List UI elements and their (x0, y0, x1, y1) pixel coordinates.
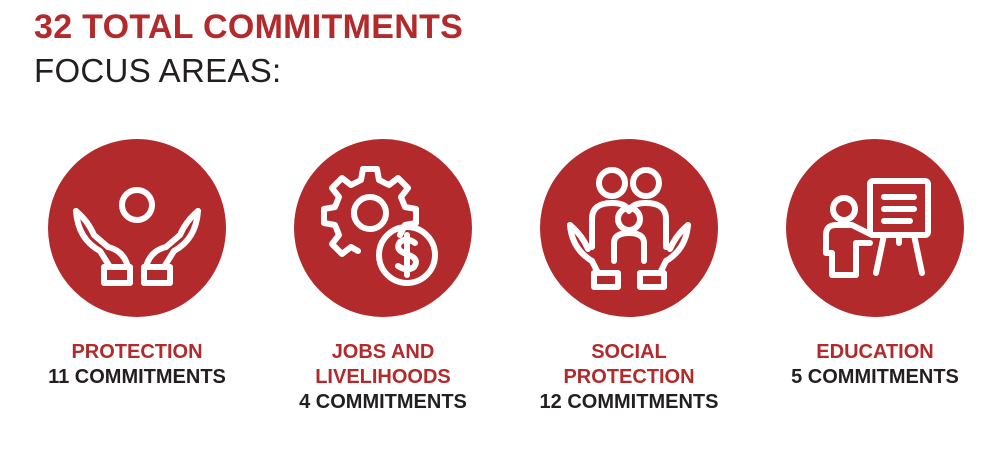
page-subtitle: FOCUS AREAS: (34, 52, 282, 89)
focus-area-education: EDUCATION 5 COMMITMENTS (755, 139, 994, 390)
jobs-badge (294, 139, 472, 317)
page-title: 32 TOTAL COMMITMENTS (34, 8, 464, 46)
commitment-count: 5 COMMITMENTS (791, 366, 959, 388)
focus-area-label: JOBS AND LIVELIHOODS (315, 341, 451, 388)
focus-area-label: SOCIAL PROTECTION (563, 341, 695, 388)
social-protection-badge (540, 139, 718, 317)
focus-area-protection: PROTECTION 11 COMMITMENTS (17, 139, 257, 390)
gear-dollar-icon (321, 166, 438, 286)
focus-area-label: EDUCATION (816, 341, 934, 363)
protection-badge (48, 139, 226, 317)
hands-protecting-person-icon (73, 187, 201, 286)
focus-area-label: PROTECTION (71, 341, 203, 363)
commitment-count: 12 COMMITMENTS (539, 391, 719, 413)
education-badge (786, 139, 964, 317)
focus-area-social-protection: SOCIAL PROTECTION 12 COMMITMENTS (509, 139, 749, 415)
hands-holding-family-icon (567, 167, 691, 290)
teacher-whiteboard-icon (823, 178, 931, 278)
commitment-count: 11 COMMITMENTS (48, 366, 226, 388)
focus-area-jobs-and-livelihoods: JOBS AND LIVELIHOODS 4 COMMITMENTS (263, 139, 503, 415)
commitment-count: 4 COMMITMENTS (299, 391, 467, 413)
